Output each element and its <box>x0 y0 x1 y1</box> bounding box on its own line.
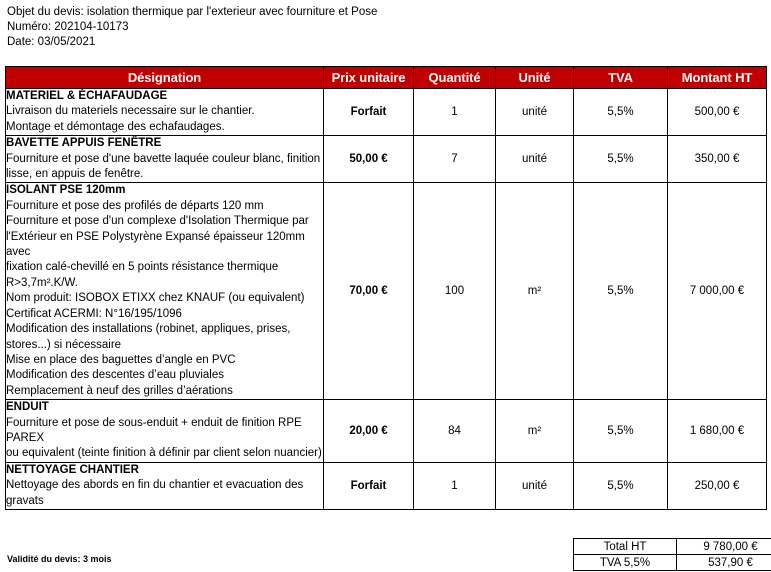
column-header-prix-unitaire: Prix unitaire <box>323 66 414 89</box>
cell-unite: unité <box>495 461 574 510</box>
table-body: MATERIEL & ÉCHAFAUDAGE Livraison du mater… <box>5 87 767 510</box>
item-description-line: lisse, en appuis de fenêtre. <box>6 168 144 181</box>
item-description-line: ou equivalent (teinte finition à définir… <box>6 447 322 460</box>
table-row: NETTOYAGE CHANTIER Nettoyage des abords e… <box>5 461 767 510</box>
totals-value: 537,90 € <box>676 554 771 571</box>
item-description-line: Modification des installations (robinet,… <box>6 323 291 336</box>
totals-label: Total HT <box>573 538 677 555</box>
item-description-line: Fourniture et pose de sous-enduit + endu… <box>6 416 302 444</box>
quote-subject: Objet du devis: isolation thermique par … <box>7 6 378 18</box>
column-header-unite: Unité <box>495 66 574 89</box>
table-header-row: Désignation Prix unitaire Quantité Unité… <box>5 66 767 89</box>
item-description-line: Remplacement à neuf des grilles d’aérati… <box>6 384 233 397</box>
item-description-line: Livraison du materiels necessaire sur le… <box>6 105 255 118</box>
cell-tva: 5,5% <box>573 399 668 463</box>
table-row: ENDUIT Fourniture et pose de sous-enduit … <box>5 399 767 463</box>
cell-unite: unité <box>495 135 574 184</box>
quote-line-items-table: Désignation Prix unitaire Quantité Unité… <box>5 66 767 510</box>
totals-row: Total HT 9 780,00 € <box>573 538 771 555</box>
cell-designation: MATERIEL & ÉCHAFAUDAGE Livraison du mater… <box>5 87 324 137</box>
cell-designation: ENDUIT Fourniture et pose de sous-enduit … <box>5 399 324 463</box>
cell-prix-unitaire: 70,00 € <box>323 182 414 401</box>
quote-number: Numéro: 202104-10173 <box>7 21 129 33</box>
item-title: MATERIEL & ÉCHAFAUDAGE <box>6 90 168 102</box>
totals-value: 9 780,00 € <box>676 538 771 555</box>
totals-table: Total HT 9 780,00 € TVA 5,5% 537,90 € <box>573 538 771 571</box>
item-title: NETTOYAGE CHANTIER <box>6 463 139 476</box>
totals-body: Total HT 9 780,00 € TVA 5,5% 537,90 € <box>573 538 771 571</box>
cell-quantite: 100 <box>413 182 496 401</box>
table-row: BAVETTE APPUIS FENÊTRE Fourniture et pose… <box>5 135 767 184</box>
item-description-line: R>3,7m².K/W. <box>6 276 78 289</box>
document-header: Objet du devis: isolation thermique par … <box>7 5 377 50</box>
cell-tva: 5,5% <box>573 461 668 510</box>
cell-designation: NETTOYAGE CHANTIER Nettoyage des abords e… <box>5 461 324 510</box>
item-title: BAVETTE APPUIS FENÊTRE <box>6 137 162 150</box>
cell-quantite: 84 <box>413 399 496 463</box>
cell-unite: m² <box>495 182 574 401</box>
cell-quantite: 1 <box>413 87 496 137</box>
item-description-line: Nom produit: ISOBOX ETIXX chez KNAUF (ou… <box>6 292 305 305</box>
totals-row: TVA 5,5% 537,90 € <box>573 554 771 571</box>
item-description-line: Nettoyage des abords en fin du chantier … <box>6 479 304 492</box>
cell-unite: unité <box>495 87 574 137</box>
cell-tva: 5,5% <box>573 182 668 401</box>
totals-label: TVA 5,5% <box>573 554 677 571</box>
quote-date: Date: 03/05/2021 <box>7 36 96 48</box>
table-row: MATERIEL & ÉCHAFAUDAGE Livraison du mater… <box>5 87 767 137</box>
item-description-line: gravats <box>6 494 44 507</box>
item-description-line: l'Extérieur en PSE Polystyrène Expansé é… <box>6 230 305 259</box>
cell-montant-ht: 250,00 € <box>667 461 767 510</box>
cell-quantite: 1 <box>413 461 496 510</box>
cell-prix-unitaire: 20,00 € <box>323 399 414 463</box>
cell-montant-ht: 1 680,00 € <box>667 399 767 463</box>
column-header-montant-ht: Montant HT <box>667 66 767 89</box>
column-header-tva: TVA <box>573 66 668 89</box>
cell-quantite: 7 <box>413 135 496 184</box>
column-header-quantite: Quantité <box>413 66 496 89</box>
cell-unite: m² <box>495 399 574 463</box>
cell-prix-unitaire: Forfait <box>323 87 414 137</box>
item-description-line: Fourniture et pose des profilés de dépar… <box>6 199 264 212</box>
cell-tva: 5,5% <box>573 135 668 184</box>
item-description-line: Montage et démontage des echafaudages. <box>6 120 225 133</box>
validity-note: Validité du devis: 3 mois <box>7 554 112 564</box>
item-description-line: stores...) si nécessaire <box>6 338 122 351</box>
cell-prix-unitaire: Forfait <box>323 461 414 510</box>
cell-montant-ht: 7 000,00 € <box>667 182 767 401</box>
item-title: ISOLANT PSE 120mm <box>6 184 126 197</box>
cell-designation: ISOLANT PSE 120mm Fourniture et pose des … <box>5 182 324 401</box>
item-title: ENDUIT <box>6 401 49 414</box>
cell-montant-ht: 350,00 € <box>667 135 767 184</box>
cell-prix-unitaire: 50,00 € <box>323 135 414 184</box>
item-description-line: Modification des descentes d’eau pluvial… <box>6 369 224 382</box>
item-description-line: Fourniture et pose d'un complexe d'Isola… <box>6 215 309 228</box>
item-description-line: fixation calé-chevillé en 5 points résis… <box>6 261 279 274</box>
item-description-line: Fourniture et pose d'une bavette laquée … <box>6 152 321 165</box>
cell-tva: 5,5% <box>573 87 668 137</box>
item-description-line: Certificat ACERMI: N°16/195/1096 <box>6 307 182 320</box>
item-description-line: Mise en place des baguettes d’angle en P… <box>6 353 236 366</box>
table-row: ISOLANT PSE 120mm Fourniture et pose des … <box>5 182 767 401</box>
column-header-designation: Désignation <box>5 66 324 89</box>
cell-designation: BAVETTE APPUIS FENÊTRE Fourniture et pose… <box>5 135 324 184</box>
cell-montant-ht: 500,00 € <box>667 87 767 137</box>
